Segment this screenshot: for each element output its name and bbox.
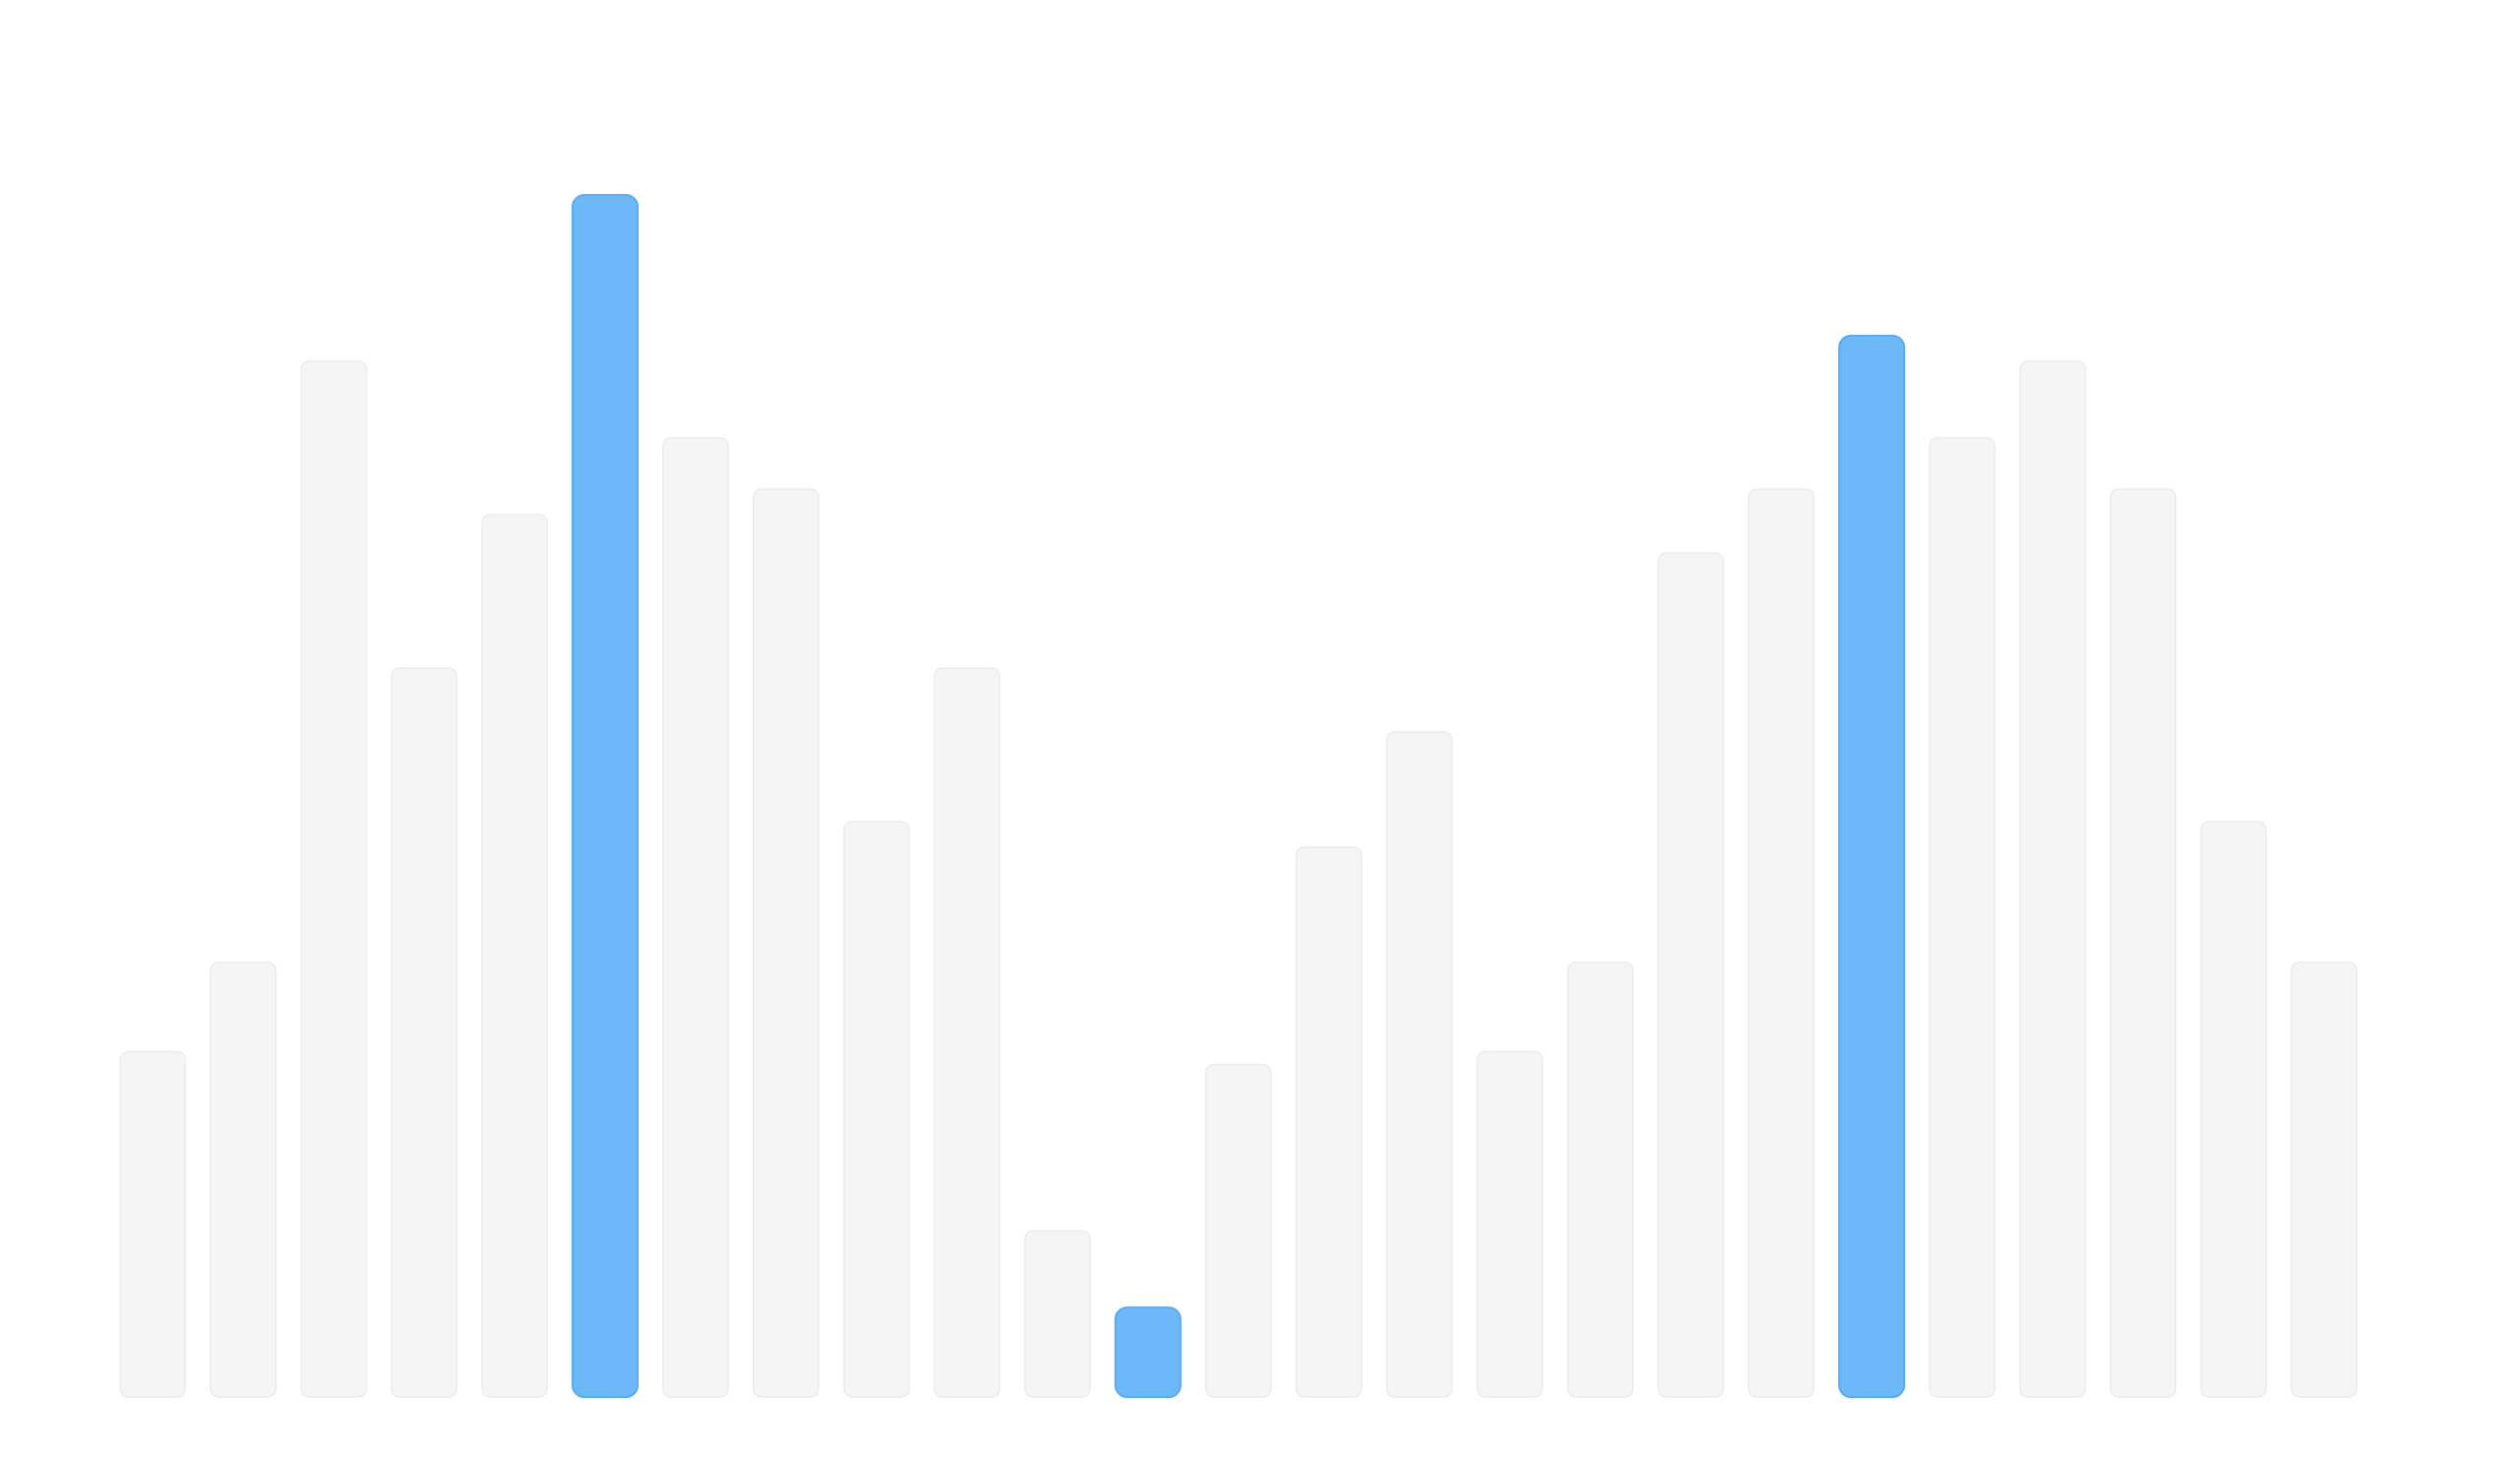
bar-11	[1024, 1230, 1091, 1398]
bar-1	[119, 1050, 186, 1398]
bar-3	[300, 360, 368, 1398]
bar-15	[1386, 731, 1453, 1398]
bar-4	[390, 667, 458, 1398]
bar-14	[1295, 846, 1363, 1398]
bar-16	[1476, 1050, 1543, 1398]
bar-highlighted-6	[572, 193, 639, 1398]
bar-17	[1567, 961, 1634, 1398]
bar-24	[2200, 821, 2268, 1398]
bar-2	[210, 961, 277, 1398]
bar-5	[481, 513, 548, 1398]
bar-10	[933, 667, 1000, 1398]
bar-22	[2019, 360, 2086, 1398]
bar-7	[662, 436, 729, 1398]
bar-23	[2109, 488, 2177, 1398]
bar-25	[2290, 961, 2357, 1398]
bar-19	[1747, 488, 1815, 1398]
bar-13	[1204, 1063, 1272, 1398]
bars-group	[119, 193, 2357, 1399]
bar-9	[843, 821, 911, 1398]
bar-21	[1929, 436, 1996, 1398]
bar-18	[1657, 552, 1725, 1398]
bar-highlighted-12	[1114, 1306, 1182, 1398]
bar-8	[752, 488, 820, 1398]
bar-highlighted-20	[1838, 334, 1906, 1399]
